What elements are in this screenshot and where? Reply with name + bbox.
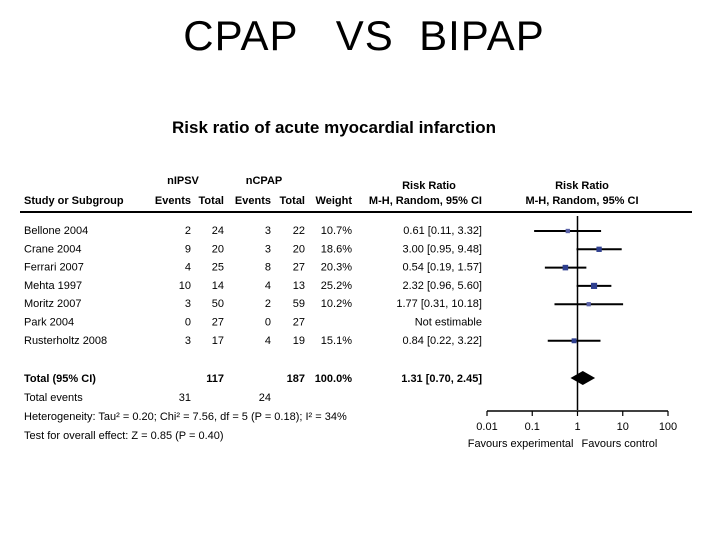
total-events1-value: 31 <box>179 392 191 404</box>
events2-value: 3 <box>265 225 271 237</box>
events1-value: 10 <box>179 280 191 292</box>
total-events-label: Total events <box>24 392 83 404</box>
study-name: Rusterholtz 2008 <box>24 335 107 347</box>
events2-value: 3 <box>265 243 271 255</box>
x-tick-label: 0.01 <box>476 421 497 433</box>
total1-col-header: Total <box>199 195 224 207</box>
rr-col-subheader: M-H, Random, 95% CI <box>369 195 482 207</box>
events2-value: 4 <box>265 280 271 292</box>
events1-value: 3 <box>185 335 191 347</box>
rr-col-title: Risk Ratio <box>402 180 456 192</box>
plot-col-subheader: M-H, Random, 95% CI <box>525 195 638 207</box>
weight-value: 20.3% <box>321 262 352 274</box>
chart-subtitle: Risk ratio of acute myocardial infarctio… <box>172 118 497 137</box>
total1-value: 50 <box>212 298 224 310</box>
ci-text: 3.00 [0.95, 9.48] <box>402 243 482 255</box>
total2-value: 59 <box>293 298 305 310</box>
total1-value: 25 <box>212 262 224 274</box>
events2-value: 2 <box>265 298 271 310</box>
study-name: Crane 2004 <box>24 243 82 255</box>
total2-col-header: Total <box>280 195 305 207</box>
effect-marker <box>565 228 570 234</box>
ci-text: 1.77 [0.31, 10.18] <box>396 298 482 310</box>
pooled-diamond <box>570 371 596 385</box>
favours-left-label: Favours experimental <box>468 438 574 450</box>
study-name: Mehta 1997 <box>24 280 82 292</box>
events1-value: 4 <box>185 262 191 274</box>
weight-value: 10.2% <box>321 298 352 310</box>
total2-value: 22 <box>293 225 305 237</box>
weight-value: 18.6% <box>321 243 352 255</box>
total1-sum: 117 <box>206 373 224 385</box>
events1-col-header: Events <box>155 195 191 207</box>
x-tick-label: 0.1 <box>525 421 540 433</box>
ci-text: 0.61 [0.11, 3.32] <box>403 225 482 237</box>
total1-value: 14 <box>212 280 224 292</box>
total1-value: 17 <box>212 335 224 347</box>
total-label: Total (95% CI) <box>24 373 96 385</box>
group2-label: nCPAP <box>246 175 282 187</box>
ci-text: 0.84 [0.22, 3.22] <box>402 335 482 347</box>
events2-col-header: Events <box>235 195 271 207</box>
total-events2-value: 24 <box>259 392 271 404</box>
study-name: Moritz 2007 <box>24 298 81 310</box>
x-tick-label: 100 <box>659 421 677 433</box>
ci-text: Not estimable <box>415 317 482 329</box>
study-name: Ferrari 2007 <box>24 262 84 274</box>
total2-value: 27 <box>293 317 305 329</box>
slide-title: CPAP VS BIPAP <box>183 12 545 59</box>
x-tick-label: 10 <box>617 421 629 433</box>
plot-col-title: Risk Ratio <box>555 180 609 192</box>
study-name: Bellone 2004 <box>24 225 88 237</box>
study-name: Park 2004 <box>24 317 74 329</box>
weight-value: 10.7% <box>321 225 352 237</box>
total1-value: 24 <box>212 225 224 237</box>
total2-value: 19 <box>293 335 305 347</box>
group1-label: nIPSV <box>167 175 199 187</box>
total-ci-text: 1.31 [0.70, 2.45] <box>401 373 482 385</box>
heterogeneity-text: Heterogeneity: Tau² = 0.20; Chi² = 7.56,… <box>24 411 347 423</box>
weight-col-header: Weight <box>316 195 353 207</box>
total2-value: 27 <box>293 262 305 274</box>
events2-value: 0 <box>265 317 271 329</box>
events2-value: 4 <box>265 335 271 347</box>
events2-value: 8 <box>265 262 271 274</box>
total1-value: 27 <box>212 317 224 329</box>
effect-marker <box>596 246 602 252</box>
total2-value: 20 <box>293 243 305 255</box>
total2-sum: 187 <box>287 373 305 385</box>
effect-marker <box>590 282 598 289</box>
ci-text: 2.32 [0.96, 5.60] <box>402 280 482 292</box>
events1-value: 0 <box>185 317 191 329</box>
effect-marker <box>562 264 569 271</box>
favours-right-label: Favours control <box>582 438 658 450</box>
study-col-header: Study or Subgroup <box>24 195 124 207</box>
total-weight: 100.0% <box>315 373 353 385</box>
ci-text: 0.54 [0.19, 1.57] <box>402 262 482 274</box>
events1-value: 2 <box>185 225 191 237</box>
overall-effect-text: Test for overall effect: Z = 0.85 (P = 0… <box>24 430 224 442</box>
total2-value: 13 <box>293 280 305 292</box>
weight-value: 25.2% <box>321 280 352 292</box>
weight-value: 15.1% <box>321 335 352 347</box>
effect-marker <box>571 338 577 344</box>
total1-value: 20 <box>212 243 224 255</box>
events1-value: 3 <box>185 298 191 310</box>
events1-value: 9 <box>185 243 191 255</box>
x-tick-label: 1 <box>574 421 580 433</box>
effect-marker <box>586 302 591 307</box>
